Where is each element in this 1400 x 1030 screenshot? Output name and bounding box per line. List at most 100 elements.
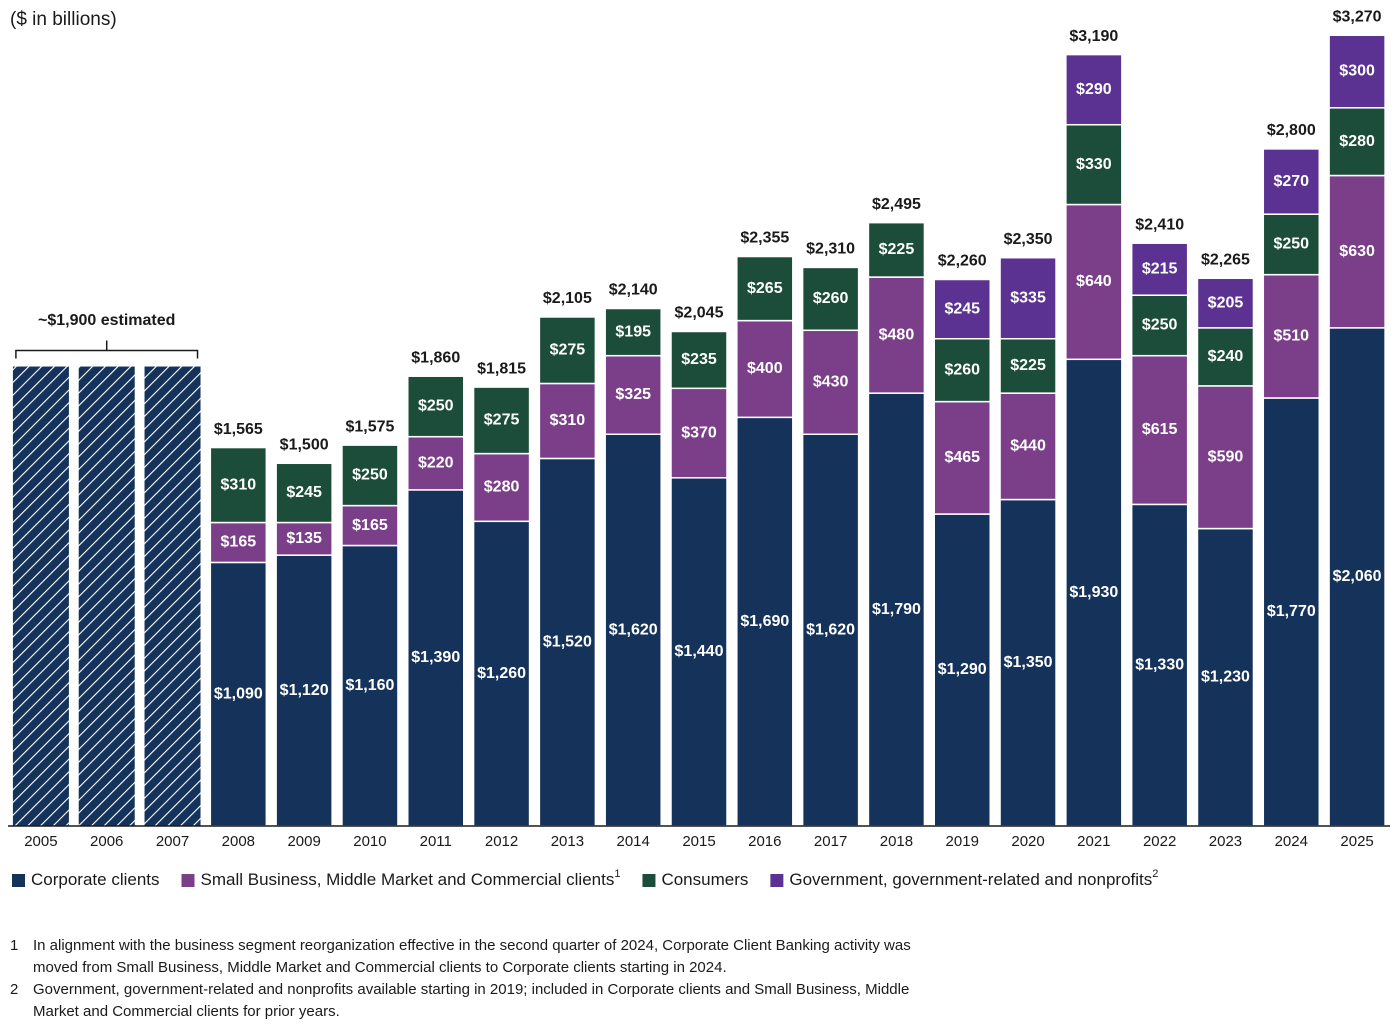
bar-segment: [538, 316, 597, 385]
segment-label: $280: [484, 479, 520, 496]
x-tick-label: 2005: [24, 833, 57, 850]
segment-label: $510: [1273, 328, 1309, 345]
estimated-bar: [12, 366, 69, 826]
x-tick-label: 2007: [156, 833, 189, 850]
segment-label: $275: [550, 341, 586, 358]
total-label: $3,190: [1069, 28, 1118, 45]
segment-label: $1,230: [1201, 669, 1250, 686]
bar-segment: [407, 489, 465, 827]
total-label: $2,800: [1267, 122, 1316, 139]
footnote-marker: 2: [10, 981, 19, 998]
legend-label: Consumers: [661, 870, 748, 889]
x-tick-label: 2025: [1340, 833, 1373, 850]
segment-label: $240: [1208, 348, 1244, 365]
legend-name: Consumers: [661, 870, 748, 889]
x-tick-label: 2019: [946, 833, 979, 850]
segment-label: $300: [1339, 63, 1375, 80]
bar-segment: [1262, 273, 1321, 399]
total-label: $2,355: [740, 230, 789, 247]
bar-segment: [604, 307, 662, 357]
bar-segment: [801, 329, 860, 436]
x-tick-label: 2020: [1011, 833, 1044, 850]
segment-label: $250: [352, 467, 388, 484]
x-tick-label: 2015: [682, 833, 715, 850]
segment-label: $245: [286, 484, 322, 501]
segment-label: $265: [747, 280, 783, 297]
x-tick-label: 2023: [1209, 833, 1242, 850]
x-tick-label: 2017: [814, 833, 847, 850]
bar-segment: [341, 444, 399, 507]
segment-label: $310: [550, 412, 586, 429]
segment-label: $135: [286, 530, 322, 547]
total-label: $2,105: [543, 290, 592, 307]
total-label: $1,815: [477, 360, 526, 377]
total-label: $2,045: [675, 305, 724, 322]
segment-label: $1,330: [1135, 656, 1184, 673]
bar-segment: [275, 462, 333, 524]
segment-label: $1,620: [609, 621, 658, 638]
x-tick-label: 2022: [1143, 833, 1176, 850]
bar-segment: [1196, 527, 1255, 827]
bar-segment: [736, 319, 794, 419]
bar-segment: [1130, 503, 1189, 827]
segment-label: $245: [944, 300, 980, 317]
segment-label: $215: [1142, 260, 1178, 277]
segment-label: $250: [1142, 317, 1178, 334]
footnotes: 1 In alignment with the business segment …: [10, 935, 950, 1023]
segment-label: $640: [1076, 273, 1112, 290]
segment-label: $480: [879, 326, 915, 343]
segment-label: $330: [1076, 156, 1112, 173]
segment-label: $430: [813, 373, 849, 390]
legend-swatch: [181, 874, 195, 887]
legend-label: Government, government-related and nonpr…: [789, 868, 1158, 890]
estimated-bar: [78, 366, 135, 826]
legend-label: Corporate clients: [31, 870, 160, 889]
chart: ($ in billions) ~$1,900 estimated 2005 200…: [8, 8, 1390, 890]
bar-segment: [1130, 242, 1189, 296]
bar-segment: [604, 354, 662, 436]
segment-label: $275: [484, 412, 520, 429]
segment-label: $250: [1273, 236, 1309, 253]
bar-segment: [1328, 174, 1386, 329]
segment-label: $260: [813, 290, 849, 307]
segment-label: $335: [1010, 289, 1046, 306]
legend-swatch: [12, 874, 25, 887]
segment-label: $1,520: [543, 633, 592, 650]
segment-label: $325: [615, 386, 651, 403]
segment-label: $250: [418, 398, 454, 415]
legend-swatch: [642, 874, 656, 887]
bar-segment: [736, 255, 794, 322]
x-tick-label: 2016: [748, 833, 781, 850]
bar-segment: [999, 256, 1057, 340]
bar-segment: [275, 554, 333, 827]
bar-segment: [1130, 354, 1189, 506]
x-tick-label: 2018: [880, 833, 913, 850]
segment-label: $220: [418, 454, 454, 471]
segment-label: $465: [944, 449, 980, 466]
total-label: $2,140: [609, 282, 658, 299]
total-label: $1,860: [411, 349, 460, 366]
bar-segment: [1262, 397, 1321, 827]
x-tick-label: 2013: [551, 833, 584, 850]
segment-label: $1,260: [477, 665, 526, 682]
segment-label: $615: [1142, 421, 1178, 438]
footnote-text: Government, government-related and nonpr…: [33, 981, 910, 1020]
bar-segment: [736, 416, 794, 827]
total-label: $2,495: [872, 196, 921, 213]
bar-segment: [1130, 294, 1189, 357]
segment-label: $400: [747, 360, 783, 377]
total-label: $1,575: [345, 418, 394, 435]
bar-segment: [209, 521, 268, 564]
x-tick-label: 2011: [420, 833, 452, 850]
bar-segment: [538, 382, 597, 460]
total-label: $1,565: [214, 421, 263, 438]
bar-segment: [670, 387, 728, 479]
footnote: 1 In alignment with the business segment …: [10, 935, 950, 979]
segment-label: $590: [1208, 448, 1244, 465]
segment-label: $1,390: [411, 649, 460, 666]
bar-segment: [999, 498, 1057, 827]
x-tick-label: 2014: [617, 833, 650, 850]
segment-label: $630: [1339, 243, 1375, 260]
bar-segment: [407, 375, 465, 438]
